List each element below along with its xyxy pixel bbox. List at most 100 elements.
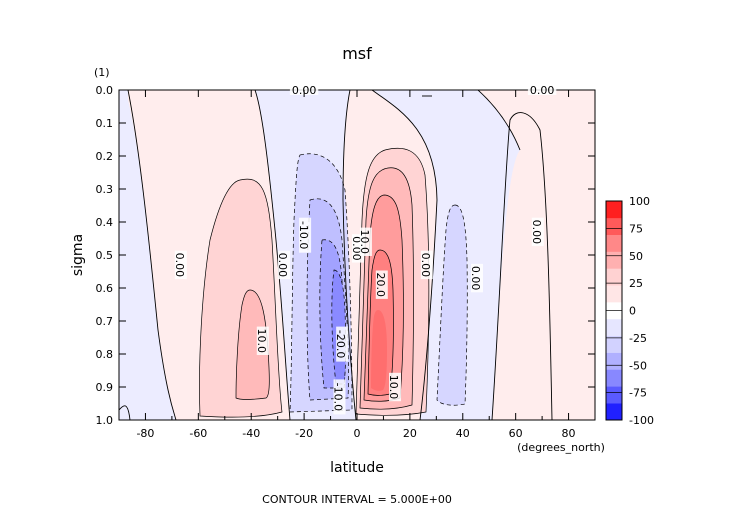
colorbar-tick-label: -50 bbox=[629, 359, 647, 372]
x-tick-label: -40 bbox=[242, 427, 260, 440]
zero-contours bbox=[119, 90, 553, 420]
contour-label-bg bbox=[277, 250, 290, 280]
colorbar-swatch bbox=[606, 386, 622, 404]
contour-label-bg bbox=[299, 217, 312, 253]
contour-label-bg bbox=[531, 217, 544, 247]
contour-label: 0.00 bbox=[173, 250, 187, 280]
contour-label: 0.00 bbox=[530, 217, 544, 247]
colorbar-swatch bbox=[606, 217, 622, 235]
chart-title: msf bbox=[342, 44, 372, 63]
colorbar-swatch bbox=[606, 403, 622, 421]
contour-label: 0.00 bbox=[419, 250, 433, 280]
contour-label: 20.0 bbox=[374, 270, 388, 299]
contour-label-text: 0.00 bbox=[419, 253, 432, 278]
contour-label-bg bbox=[256, 326, 269, 355]
colorbar-tick-label: 75 bbox=[629, 222, 643, 235]
x-tick-label: 80 bbox=[562, 427, 576, 440]
zero-contour-northern-ferrel bbox=[477, 90, 521, 151]
colorbar-tick-label: 0 bbox=[629, 305, 636, 318]
colorbar: 100 75 50 25 0 -25 -50 -75 -100 bbox=[605, 195, 654, 427]
colorbar-swatch bbox=[606, 318, 622, 337]
colorbar-swatch bbox=[606, 369, 622, 387]
plot-area bbox=[119, 90, 595, 420]
y-tick-label: 0.0 bbox=[96, 84, 114, 97]
y-axis: 0.0 0.1 0.2 0.3 0.4 0.5 0.6 0.7 0.8 0.9 1.0 bbox=[96, 84, 595, 427]
contour-label-text: 0.00 bbox=[530, 220, 543, 245]
contour-labels: 0.00 0.000.00 0.000.000.000.000.00-10.0-20… bbox=[173, 83, 557, 415]
contour-label-bg bbox=[389, 372, 402, 402]
colorbar-tick-label: 25 bbox=[629, 277, 643, 290]
contour-label: 0.00 bbox=[527, 83, 557, 97]
x-tick-label: -80 bbox=[136, 427, 154, 440]
contour-label: 10.0 bbox=[387, 372, 402, 402]
y-axis-label: sigma bbox=[70, 234, 86, 276]
colorbar-tick-label: -100 bbox=[629, 414, 654, 427]
colorbar-swatch bbox=[606, 251, 622, 269]
contour-label-text: 0.00 bbox=[350, 236, 363, 261]
contour-label: 0.00 bbox=[469, 263, 483, 293]
y-tick-label: 1.0 bbox=[96, 414, 114, 427]
zero-contour-equator bbox=[342, 90, 357, 420]
colorbar-tick-label: -75 bbox=[629, 387, 647, 400]
y-tick-label: 0.1 bbox=[96, 117, 114, 130]
contour-label-bg bbox=[333, 379, 346, 415]
contour-label-text: 10.0 bbox=[358, 230, 371, 255]
contour-label-bg bbox=[289, 83, 319, 95]
x-tick-label: 60 bbox=[509, 427, 523, 440]
contour-label: 10.0 bbox=[358, 227, 372, 257]
contour-label-bg bbox=[174, 250, 187, 280]
colorbar-tick-label: 50 bbox=[629, 250, 643, 263]
x-tick-label: -60 bbox=[189, 427, 207, 440]
contour-label-text: -20.0 bbox=[334, 330, 347, 358]
northern-hadley-level-5 bbox=[371, 310, 387, 391]
contour-label-text: 0.00 bbox=[469, 266, 482, 291]
contour-label-bg bbox=[375, 270, 388, 299]
colorbar-swatch bbox=[606, 234, 622, 252]
colorbar-tick-label: -25 bbox=[629, 332, 647, 345]
positive-regions bbox=[199, 147, 430, 418]
contour-label: 0.00 bbox=[276, 250, 290, 280]
southern-polar-cell bbox=[119, 90, 176, 420]
x-tick-label: 40 bbox=[456, 427, 470, 440]
contour-label-text: 10.0 bbox=[255, 329, 268, 354]
y-units-label: (1) bbox=[94, 66, 110, 79]
contour-label-bg bbox=[420, 250, 433, 280]
colorbar-swatch bbox=[606, 201, 622, 219]
y-tick-label: 0.6 bbox=[96, 282, 114, 295]
zero-contour-sw-corner bbox=[119, 405, 131, 420]
y-tick-label: 0.2 bbox=[96, 150, 114, 163]
zero-contour-polar-cell bbox=[491, 112, 553, 420]
contour-label-text: 0.00 bbox=[276, 253, 289, 278]
contour-label-bg bbox=[359, 227, 372, 257]
y-tick-label: 0.5 bbox=[96, 249, 114, 262]
contour-label: -10.0 bbox=[331, 379, 346, 415]
northern-subtropical-negative bbox=[436, 204, 468, 406]
zero-contour-ferrel-boundary bbox=[254, 90, 291, 420]
zero-contour-west bbox=[127, 90, 177, 420]
colorbar-swatch bbox=[606, 335, 622, 353]
contour-label-text: -10.0 bbox=[297, 221, 310, 249]
x-axis: -80 -60 -40 -20 0 20 40 60 80 bbox=[118, 90, 596, 440]
colorbar-swatch bbox=[606, 268, 622, 286]
contour-interval-footer: CONTOUR INTERVAL = 5.000E+00 bbox=[262, 493, 452, 506]
zero-contour-north-hadley bbox=[371, 90, 438, 420]
x-tick-label: 20 bbox=[403, 427, 417, 440]
y-tick-label: 0.8 bbox=[96, 348, 114, 361]
contour-label-text: 0.00 bbox=[530, 84, 555, 97]
contour-label-text: 10.0 bbox=[387, 375, 400, 400]
x-tick-label: 0 bbox=[354, 427, 361, 440]
x-axis-label: latitude bbox=[330, 460, 384, 476]
contour-label-bg bbox=[527, 83, 557, 95]
contour-label: 10.0 bbox=[255, 326, 269, 355]
contour-label-text: 20.0 bbox=[374, 272, 387, 297]
y-tick-label: 0.3 bbox=[96, 183, 114, 196]
contour-label-text: -10.0 bbox=[331, 383, 344, 411]
contour-label-bg bbox=[471, 263, 483, 293]
y-tick-label: 0.7 bbox=[96, 315, 114, 328]
contour-label-text: 0.00 bbox=[173, 253, 186, 278]
y-tick-label: 0.9 bbox=[96, 381, 114, 394]
colorbar-swatch bbox=[606, 352, 622, 370]
colorbar-swatch bbox=[606, 285, 622, 303]
x-units-label: (degrees_north) bbox=[517, 441, 605, 454]
